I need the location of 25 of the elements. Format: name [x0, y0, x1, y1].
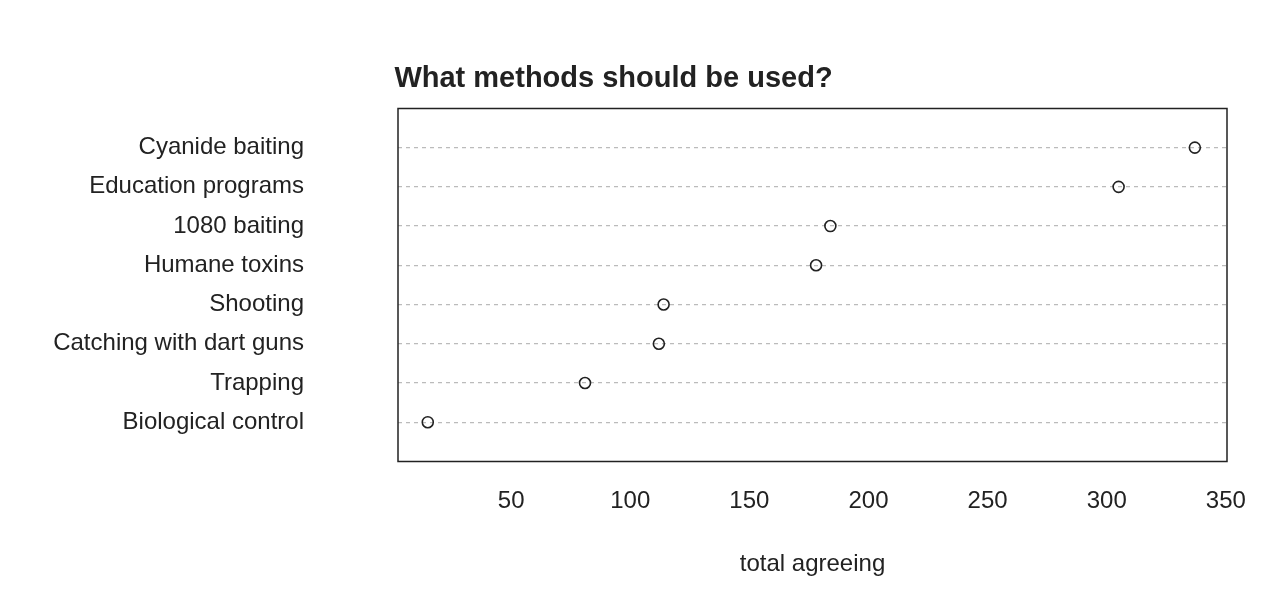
point: [652, 337, 666, 351]
point: [1112, 180, 1125, 194]
x-tick-label: 350: [1205, 486, 1246, 514]
y-tick-label: 1080 baiting: [173, 210, 304, 238]
y-tick-label: Education programs: [89, 171, 304, 199]
y-tick-label: Catching with dart guns: [53, 328, 304, 356]
x-axis-title: total agreeing: [739, 549, 886, 577]
x-tick-label: 100: [610, 486, 651, 514]
x-tick-label: 250: [967, 486, 1008, 514]
point: [578, 376, 592, 390]
x-tick-label: 50: [497, 486, 525, 514]
chart-title: What methods should be used?: [394, 61, 833, 93]
x-tick-label: 150: [729, 486, 770, 514]
point: [1188, 141, 1202, 154]
x-tick-label: 200: [848, 486, 889, 514]
y-tick-label: Trapping: [210, 367, 304, 395]
point: [421, 415, 435, 429]
point: [809, 258, 823, 272]
x-tick-label: 300: [1086, 486, 1127, 514]
y-tick-label: Shooting: [209, 289, 304, 317]
point: [657, 298, 670, 311]
point: [824, 219, 837, 233]
y-tick-label: Cyanide baiting: [138, 132, 304, 160]
y-tick-label: Humane toxins: [143, 249, 304, 277]
y-tick-label: Biological control: [122, 406, 304, 434]
